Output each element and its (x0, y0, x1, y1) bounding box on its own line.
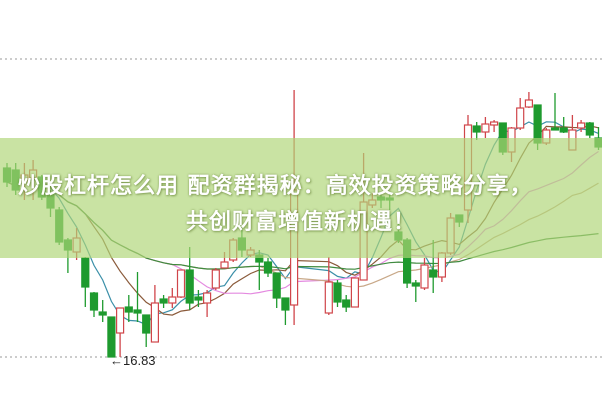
candle-up (220, 261, 229, 269)
title-banner: 炒股杠杆怎么用 配资群揭秘：高效投资策略分享， 共创财富增值新机遇！ (0, 138, 602, 258)
candle-down (89, 292, 99, 311)
candle-down (194, 296, 203, 301)
candle-up (176, 269, 186, 298)
candle-up (350, 277, 359, 308)
candle-up (576, 122, 586, 129)
banner-title-line-1: 炒股杠杆怎么用 配资群揭秘：高效投资策略分享， (18, 174, 533, 199)
candle-down (142, 314, 151, 334)
candle-down (107, 316, 116, 358)
candle-down (429, 269, 438, 278)
candle-up (211, 269, 220, 289)
candle-down (550, 127, 560, 131)
candle-up (203, 292, 212, 304)
candle-up (524, 99, 534, 108)
banner-title-line-2: 共创财富增值新机遇！ (185, 210, 416, 235)
candle-down (133, 309, 142, 314)
candle-down (124, 306, 133, 313)
candle-down (272, 272, 281, 299)
low-price-annotation: ←16.83 (110, 353, 156, 368)
candle-up (490, 121, 499, 126)
candle-down (559, 127, 568, 133)
candle-down (81, 257, 90, 288)
candle-down (98, 311, 107, 316)
candle-up (420, 264, 429, 289)
candle-down (159, 298, 168, 304)
candle-down (281, 297, 290, 311)
candle-down (585, 122, 594, 136)
candle-down (333, 282, 342, 303)
candle-up (324, 281, 333, 314)
candle-down (263, 261, 273, 274)
candle-down (185, 269, 194, 304)
candle-up (115, 307, 125, 334)
candle-down (411, 282, 420, 287)
candle-down (342, 299, 351, 308)
candle-up (168, 296, 177, 304)
candle-up (516, 107, 525, 129)
candle-up (481, 123, 490, 133)
candle-down (472, 125, 481, 133)
candle-up (150, 302, 159, 343)
